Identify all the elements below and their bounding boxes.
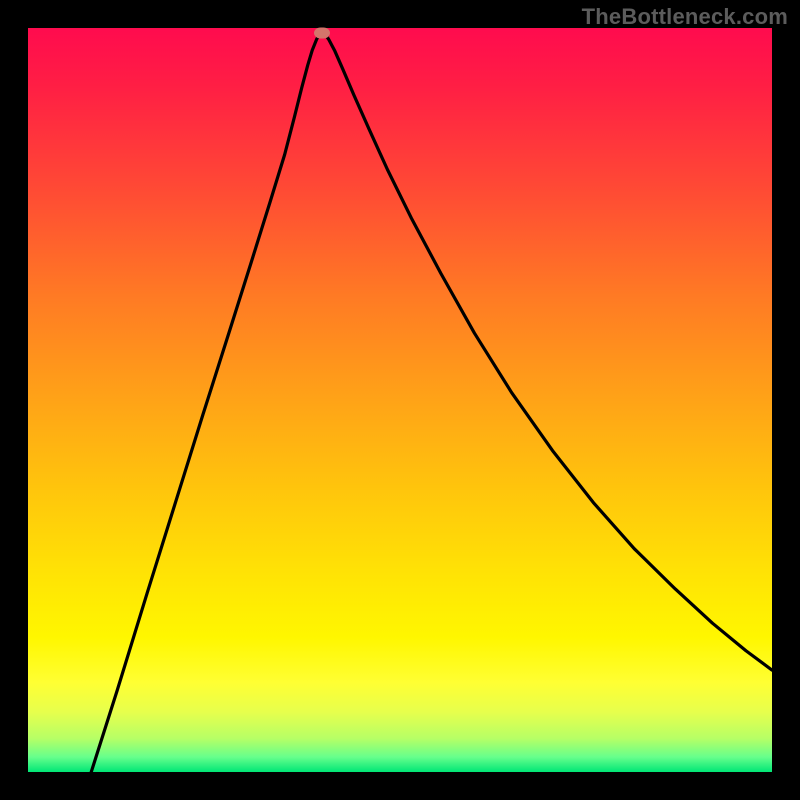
gradient-plot-area	[28, 28, 772, 772]
min-point-marker	[314, 27, 330, 38]
chart-frame: TheBottleneck.com	[0, 0, 800, 800]
bottleneck-curve	[28, 28, 772, 772]
watermark-text: TheBottleneck.com	[582, 4, 788, 30]
